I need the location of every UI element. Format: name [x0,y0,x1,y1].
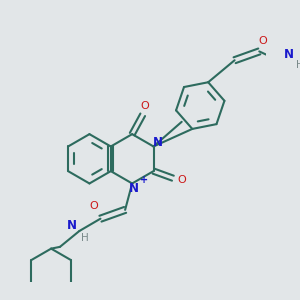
Text: H: H [81,233,88,243]
Text: H: H [296,60,300,70]
Text: O: O [89,201,98,212]
Text: N: N [129,182,139,195]
Text: N: N [153,136,163,148]
Text: +: + [140,175,148,185]
Text: N: N [284,48,294,62]
Text: O: O [177,175,186,185]
Text: O: O [258,36,267,46]
Text: O: O [140,101,149,111]
Text: N: N [67,219,77,232]
